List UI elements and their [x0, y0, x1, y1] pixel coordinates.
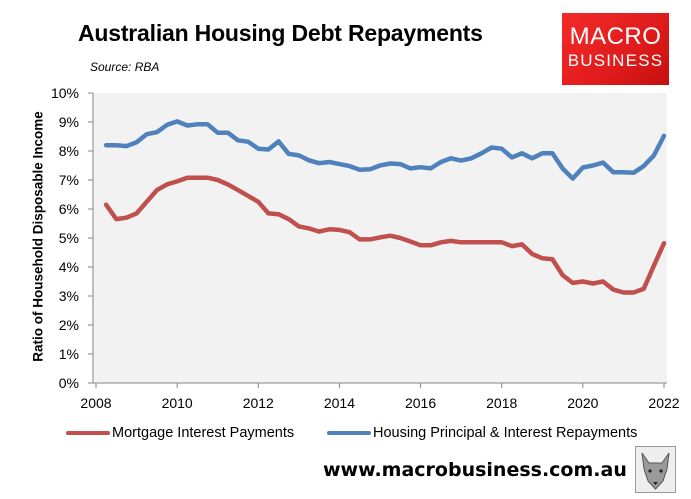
macrobusiness-logo: MACRO BUSINESS [562, 13, 669, 85]
series-mortgage-interest-line [103, 175, 667, 295]
x-tick-label: 2020 [567, 395, 598, 411]
legend-item-mortgage-interest: Mortgage Interest Payments [66, 425, 294, 441]
x-tick-label: 2016 [405, 395, 436, 411]
x-tick-label: 2018 [486, 395, 517, 411]
x-tick-label: 2014 [324, 395, 355, 411]
y-tick-label: 0% [59, 375, 79, 391]
legend-label: Housing Principal & Interest Repayments [373, 425, 638, 441]
y-tick-label: 8% [59, 143, 79, 159]
y-tick-label: 10% [51, 85, 79, 101]
chart-source: Source: RBA [90, 60, 160, 74]
legend-label: Mortgage Interest Payments [112, 425, 295, 441]
y-tick-label: 7% [59, 172, 79, 188]
chart-title: Australian Housing Debt Repayments [78, 20, 483, 46]
x-tick-label: 2012 [243, 395, 274, 411]
y-axis-title: Ratio of Household Disposable Income [30, 111, 46, 362]
series-principal-interest-line [103, 119, 667, 181]
logo-line-1: MACRO [569, 23, 662, 50]
line-chart: 0% 1% 2% 3% 4% 5% 6% 7% 8% 9% 10% 2008 2010 2012 2014 2… [51, 85, 680, 411]
y-tick-label: 9% [59, 114, 79, 130]
x-tick-label: 2022 [648, 395, 679, 411]
x-tick-label: 2010 [162, 395, 193, 411]
legend-swatch-blue [327, 431, 371, 435]
y-tick-label: 2% [59, 317, 79, 333]
y-tick-label: 3% [59, 288, 79, 304]
x-tick-label: 2008 [80, 395, 111, 411]
y-tick-label: 6% [59, 201, 79, 217]
logo-line-2: BUSINESS [567, 51, 664, 70]
y-tick-label: 4% [59, 259, 79, 275]
y-tick-label: 5% [59, 230, 79, 246]
website-url: www.macrobusiness.com.au [323, 459, 627, 481]
y-tick-label: 1% [59, 346, 79, 362]
legend-item-principal-interest: Housing Principal & Interest Repayments [327, 425, 637, 441]
wolf-icon [635, 446, 676, 493]
legend-swatch-red [66, 431, 110, 435]
